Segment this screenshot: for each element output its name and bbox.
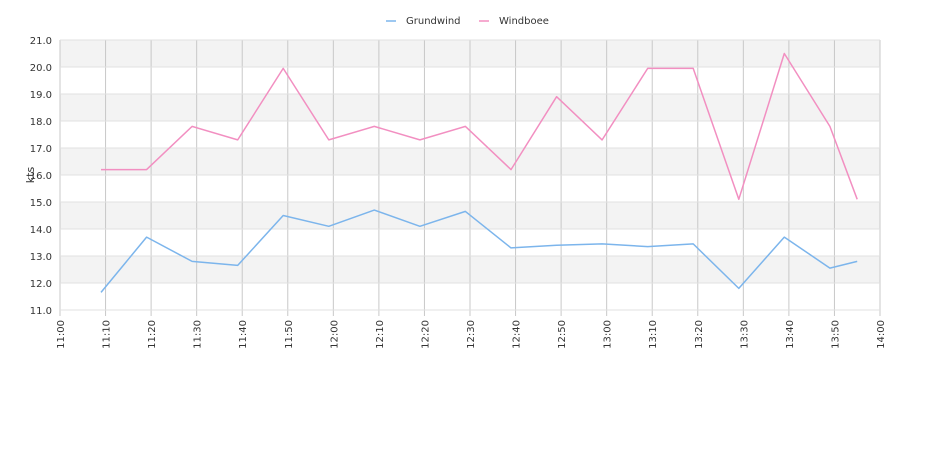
y-tick-label: 19.0 <box>30 90 52 101</box>
y-tick-label: 15.0 <box>30 198 52 209</box>
y-tick-label: 14.0 <box>30 225 52 236</box>
y-tick-label: 20.0 <box>30 63 52 74</box>
x-tick-label: 13:40 <box>785 320 796 349</box>
legend-label: Windboee <box>499 16 549 27</box>
x-tick-label: 12:50 <box>557 320 568 349</box>
x-tick-label: 11:40 <box>238 320 249 349</box>
x-tick-label: 11:50 <box>284 320 295 349</box>
horizontal-gridlines <box>60 39 880 311</box>
x-tick-label: 12:10 <box>375 320 386 349</box>
x-tick-label: 13:10 <box>648 320 659 349</box>
y-tick-label: 17.0 <box>30 144 52 155</box>
x-tick-label: 13:50 <box>830 320 841 349</box>
series-line-grundwind <box>100 209 858 293</box>
y-tick-labels: 11.0 12.0 13.0 14.0 15.0 16.0 17.0 18.0 19.0 20.0… <box>30 36 52 317</box>
legend: Grundwind Windboee <box>386 16 549 27</box>
y-tick-label: 12.0 <box>30 279 52 290</box>
y-tick-label: 13.0 <box>30 252 52 263</box>
series-line-windboee <box>101 52 858 201</box>
x-tick-label: 11:20 <box>147 320 158 349</box>
x-tick-label: 12:00 <box>329 320 340 349</box>
x-tick-label: 13:20 <box>694 320 705 349</box>
y-tick-label: 18.0 <box>30 117 52 128</box>
x-tick-label: 11:00 <box>56 320 67 349</box>
x-tick-labels: 11:00 11:10 11:20 11:30 11:40 11:50 12:00 12:10… <box>56 320 887 349</box>
x-tick-label: 14:00 <box>876 320 887 349</box>
y-tick-label: 11.0 <box>30 306 52 317</box>
x-tick-label: 12:40 <box>512 320 523 349</box>
y-axis-title: kts <box>24 167 37 184</box>
vertical-gridlines <box>59 40 881 316</box>
series-lines <box>100 52 858 293</box>
x-tick-label: 12:30 <box>466 320 477 349</box>
x-tick-label: 13:00 <box>603 320 614 349</box>
legend-label: Grundwind <box>406 16 461 27</box>
y-tick-label: 21.0 <box>30 36 52 47</box>
x-tick-label: 11:10 <box>102 320 113 349</box>
y-tick-label: 16.0 <box>30 171 52 182</box>
x-tick-label: 13:30 <box>739 320 750 349</box>
x-tick-label: 11:30 <box>193 320 204 349</box>
x-tick-label: 12:20 <box>420 320 431 349</box>
